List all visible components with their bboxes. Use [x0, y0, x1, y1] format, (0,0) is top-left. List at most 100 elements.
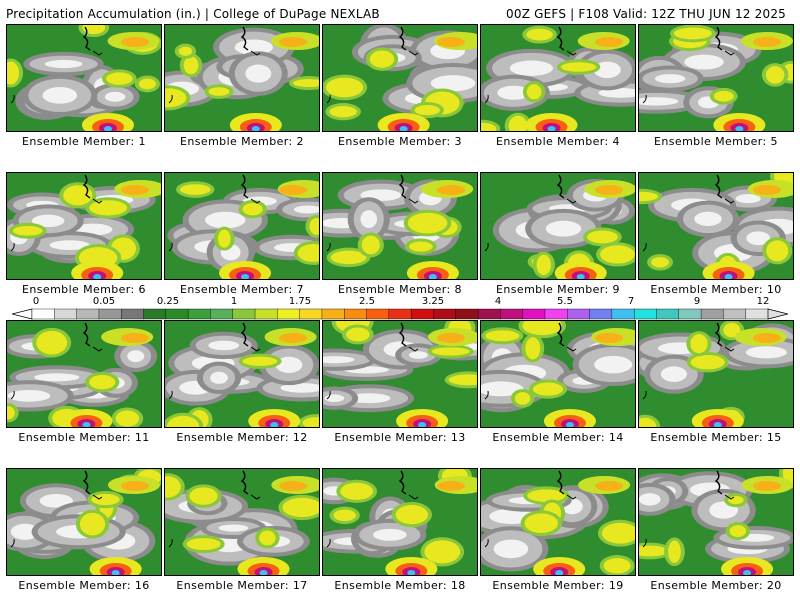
precip-field	[165, 25, 319, 131]
colorbar-swatch	[321, 308, 345, 320]
precip-field	[165, 469, 319, 575]
ensemble-map-panel	[6, 24, 162, 132]
precip-field	[481, 173, 635, 279]
ensemble-map-panel	[638, 320, 794, 428]
ensemble-map-panel	[164, 320, 320, 428]
colorbar-swatch	[544, 308, 568, 320]
precip-field	[7, 25, 161, 131]
colorbar-swatch	[143, 308, 167, 320]
colorbar-swatch	[589, 308, 613, 320]
colorbar-swatch	[567, 308, 591, 320]
ensemble-member-caption: Ensemble Member: 10	[650, 283, 782, 296]
ensemble-map-panel	[6, 468, 162, 576]
ensemble-map-panel	[322, 320, 478, 428]
precip-field	[323, 321, 477, 427]
precip-field	[639, 321, 793, 427]
precip-field	[639, 25, 793, 131]
colorbar-swatch	[455, 308, 479, 320]
ensemble-member-caption: Ensemble Member: 7	[180, 283, 304, 296]
ensemble-member-caption: Ensemble Member: 1	[22, 135, 146, 148]
colorbar-tick-label: 0.25	[156, 296, 180, 307]
ensemble-member-caption: Ensemble Member: 19	[492, 579, 624, 592]
ensemble-map-panel	[322, 24, 478, 132]
precip-field	[481, 469, 635, 575]
colorbar-swatch	[678, 308, 702, 320]
ensemble-member-caption: Ensemble Member: 3	[338, 135, 462, 148]
ensemble-member-caption: Ensemble Member: 12	[176, 431, 308, 444]
colorbar-swatch	[522, 308, 546, 320]
colorbar-tick-label: 12	[756, 296, 770, 307]
colorbar-swatch	[76, 308, 100, 320]
colorbar-swatch	[700, 308, 724, 320]
colorbar-swatch	[433, 308, 457, 320]
colorbar-swatch	[165, 308, 189, 320]
colorbar-tick-label: 4	[494, 296, 502, 307]
precip-field	[7, 173, 161, 279]
colorbar-swatch	[54, 308, 78, 320]
precip-field	[323, 25, 477, 131]
colorbar-swatch	[656, 308, 680, 320]
colorbar-swatch	[745, 308, 769, 320]
ensemble-member-caption: Ensemble Member: 20	[650, 579, 782, 592]
colorbar-swatch	[477, 308, 501, 320]
run-info: 00Z GEFS | F108 Valid: 12Z THU JUN 12 20…	[506, 7, 786, 21]
colorbar-tick-label: 9	[693, 296, 701, 307]
ensemble-member-caption: Ensemble Member: 13	[334, 431, 466, 444]
colorbar-swatch	[232, 308, 256, 320]
ensemble-map-panel	[322, 468, 478, 576]
colorbar-swatch	[723, 308, 747, 320]
colorbar-tick-label: 1	[230, 296, 238, 307]
precip-field	[323, 173, 477, 279]
ensemble-map-panel	[638, 172, 794, 280]
ensemble-member-caption: Ensemble Member: 4	[496, 135, 620, 148]
ensemble-member-caption: Ensemble Member: 17	[176, 579, 308, 592]
colorbar-swatch	[277, 308, 301, 320]
ensemble-map-panel	[638, 24, 794, 132]
ensemble-map-panel	[480, 468, 636, 576]
colorbar-tick-label: 3.25	[421, 296, 445, 307]
colorbar-swatch	[388, 308, 412, 320]
colorbar-tick-label: 1.75	[288, 296, 312, 307]
precip-field	[639, 173, 793, 279]
ensemble-member-caption: Ensemble Member: 18	[334, 579, 466, 592]
ensemble-member-caption: Ensemble Member: 16	[18, 579, 150, 592]
colorbar-swatch	[98, 308, 122, 320]
ensemble-member-caption: Ensemble Member: 2	[180, 135, 304, 148]
ensemble-member-caption: Ensemble Member: 9	[496, 283, 620, 296]
colorbar-swatch	[344, 308, 368, 320]
precip-colorbar	[12, 308, 788, 320]
ensemble-member-caption: Ensemble Member: 15	[650, 431, 782, 444]
ensemble-map-panel	[480, 320, 636, 428]
ensemble-map-panel	[322, 172, 478, 280]
ensemble-map-panel	[164, 24, 320, 132]
colorbar-swatch	[121, 308, 145, 320]
colorbar-tick-label: 7	[627, 296, 635, 307]
precip-field	[165, 173, 319, 279]
ensemble-map-panel	[164, 468, 320, 576]
colorbar-tick-label: 0.05	[92, 296, 116, 307]
precip-field	[165, 321, 319, 427]
precip-field	[323, 469, 477, 575]
precip-field	[481, 321, 635, 427]
ensemble-member-caption: Ensemble Member: 5	[654, 135, 778, 148]
ensemble-map-panel	[480, 172, 636, 280]
ensemble-member-caption: Ensemble Member: 14	[492, 431, 624, 444]
colorbar-tick-label: 5.5	[557, 296, 573, 307]
colorbar-swatch	[187, 308, 211, 320]
precip-field	[7, 469, 161, 575]
colorbar-swatch	[31, 308, 55, 320]
ensemble-map-panel	[638, 468, 794, 576]
precip-field	[639, 469, 793, 575]
colorbar-swatch	[299, 308, 323, 320]
colorbar-swatch	[366, 308, 390, 320]
ensemble-member-caption: Ensemble Member: 6	[22, 283, 146, 296]
colorbar-swatch	[633, 308, 657, 320]
ensemble-member-caption: Ensemble Member: 8	[338, 283, 462, 296]
precip-field	[481, 25, 635, 131]
colorbar-swatch	[254, 308, 278, 320]
colorbar-swatch	[210, 308, 234, 320]
ensemble-map-panel	[164, 172, 320, 280]
colorbar-tick-label: 2.5	[359, 296, 375, 307]
colorbar-swatch	[500, 308, 524, 320]
colorbar-swatch	[410, 308, 434, 320]
